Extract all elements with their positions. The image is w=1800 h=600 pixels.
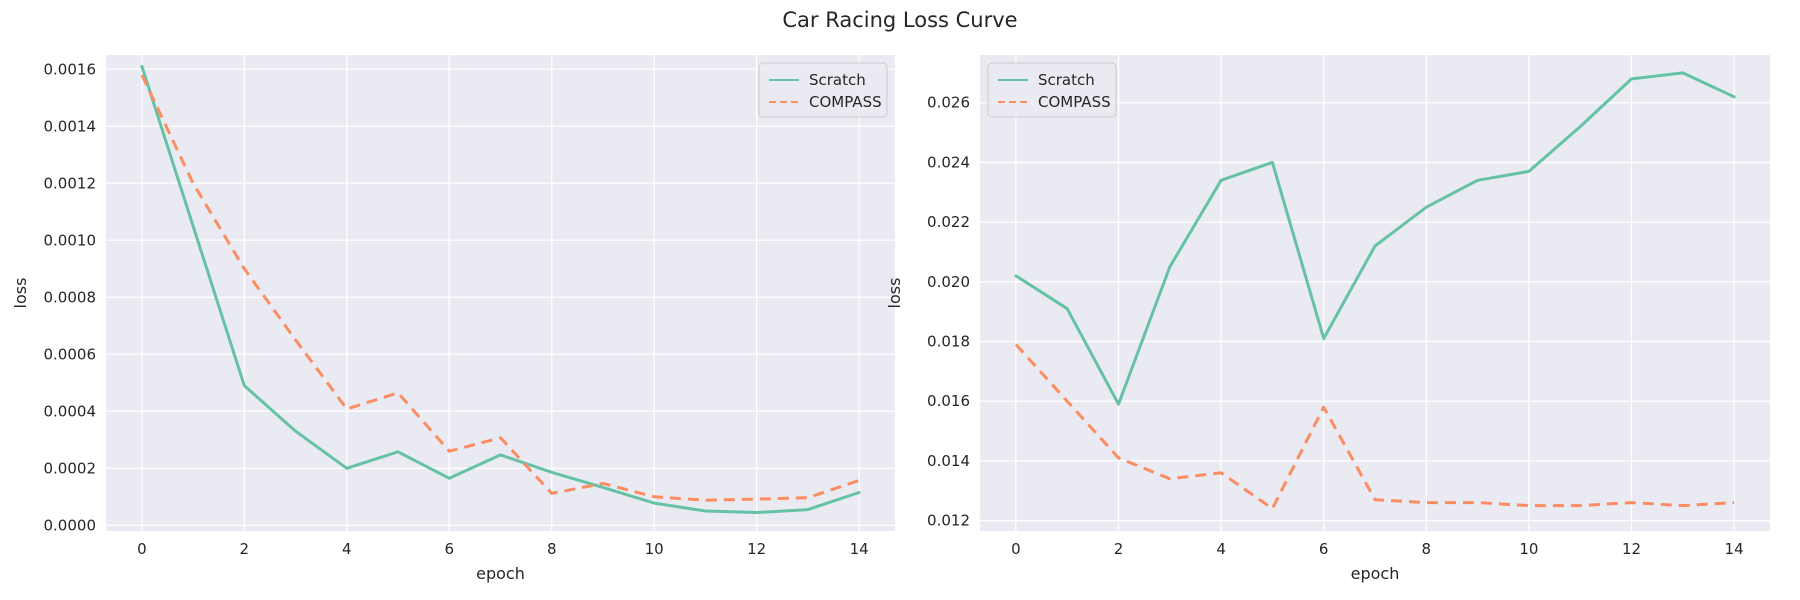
x-tick-label: 12 [1622,540,1641,558]
x-tick-label: 10 [1519,540,1538,558]
legend-box [758,62,888,118]
y-tick-label: 0.024 [927,153,970,171]
y-tick-label: 0.020 [927,273,970,291]
y-tick-label: 0.0012 [44,174,97,192]
y-axis-label: loss [885,278,904,309]
y-tick-label: 0.022 [927,213,970,231]
y-tick-label: 0.0000 [44,516,97,534]
chart-panel-1: 0 2 4 6 8 10 12 14 0.0000 0.0002 0.0004 0.0006 0.000… [11,55,895,583]
x-tick-label: 14 [1725,540,1744,558]
legend: Scratch COMPASS [758,62,888,118]
x-tick-label: 4 [1216,540,1226,558]
legend-label-compass: COMPASS [809,93,882,111]
figure-title: Car Racing Loss Curve [782,8,1018,32]
y-tick-label: 0.012 [927,512,970,530]
y-axis-label: loss [11,278,30,309]
x-tick-label: 6 [444,540,454,558]
y-tick-label: 0.0014 [44,117,97,135]
legend: Scratch COMPASS [987,62,1117,118]
y-tick-label: 0.0002 [44,459,97,477]
y-tick-label: 0.0008 [44,288,97,306]
x-tick-label: 4 [342,540,352,558]
series-line-scratch [1014,71,1736,406]
x-tick-label: 10 [645,540,664,558]
x-tick-label: 0 [137,540,147,558]
y-tick-label: 0.0010 [44,231,97,249]
series-line-compass [1014,343,1735,511]
x-tick-label: 8 [1422,540,1432,558]
legend-label-scratch: Scratch [809,71,866,89]
y-tick-label: 0.0006 [44,345,97,363]
x-tick-label: 12 [747,540,766,558]
x-axis-label: epoch [476,564,525,583]
plot-area [980,55,1770,531]
y-tick-label: 0.018 [927,332,970,350]
y-tick-label: 0.0016 [44,60,97,78]
y-tick-label: 0.016 [927,392,970,410]
legend-label-scratch: Scratch [1038,71,1095,89]
x-tick-label: 14 [850,540,869,558]
x-tick-label: 6 [1319,540,1329,558]
plot-area [106,55,895,531]
y-tick-label: 0.0004 [44,402,97,420]
series-line-compass [140,74,860,502]
x-tick-label: 0 [1011,540,1021,558]
y-tick-label: 0.026 [927,94,970,112]
x-tick-label: 2 [240,540,250,558]
y-tick-label: 0.014 [927,452,970,470]
x-axis-label: epoch [1351,564,1400,583]
chart-panel-2: 0 2 4 6 8 10 12 14 0.012 0.014 0.016 0.018 0.020 0.02… [885,55,1770,583]
x-tick-label: 8 [547,540,557,558]
series-line-scratch [140,64,861,514]
x-tick-label: 2 [1114,540,1124,558]
legend-label-compass: COMPASS [1038,93,1111,111]
legend-box [987,62,1117,118]
